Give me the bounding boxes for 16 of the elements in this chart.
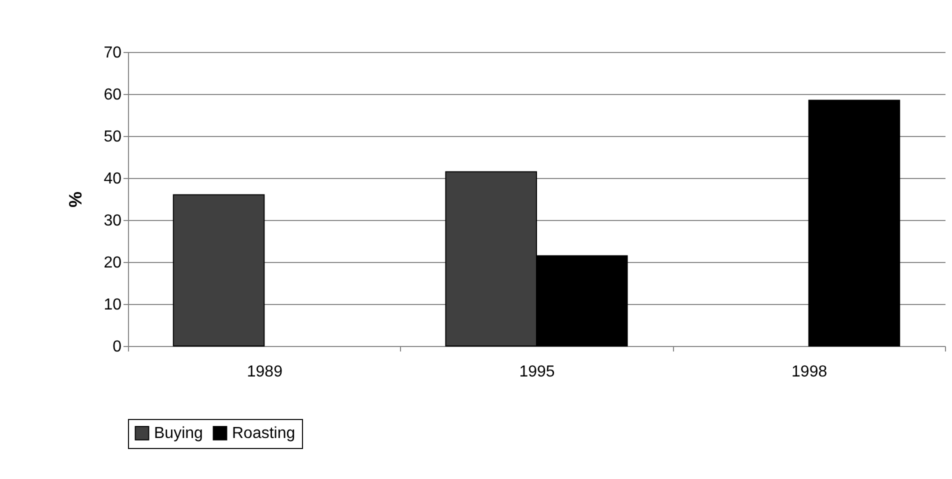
bar [172,194,265,346]
y-tick-label: 70 [104,44,122,62]
y-axis-title: % [66,191,86,208]
y-tick-label: 0 [112,338,122,356]
x-tick-label: 1998 [792,364,828,380]
legend-label: Buying [154,425,203,442]
legend-label: Roasting [232,425,296,442]
y-tick-label: 10 [104,296,122,314]
y-tick-label: 20 [104,254,122,272]
x-tick-label: 1989 [246,364,283,380]
bar [808,100,900,346]
y-tick-label: 40 [104,170,122,188]
y-tick-label: 30 [104,212,122,230]
y-tick-label: 50 [104,128,122,146]
y-tick-label: 60 [104,86,122,104]
x-tick-label: 1995 [519,364,555,380]
